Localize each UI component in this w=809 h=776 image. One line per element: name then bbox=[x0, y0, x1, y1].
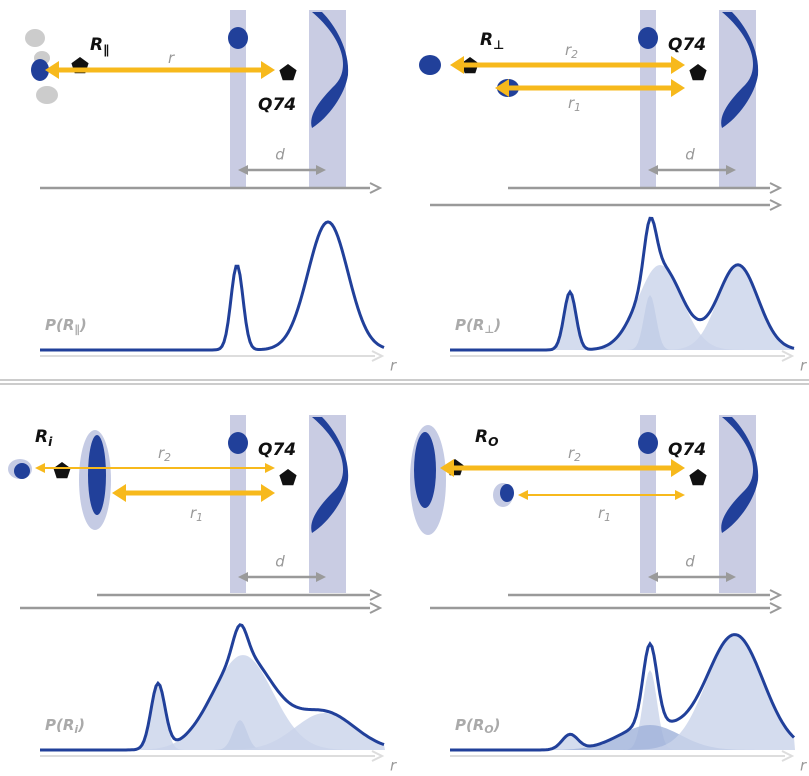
residue-label: Q74 bbox=[668, 35, 706, 55]
spin-name-sub: ⊥ bbox=[493, 38, 504, 52]
spin-name-sub: ∥ bbox=[103, 43, 109, 57]
distance-label-sub: 2 bbox=[164, 451, 171, 464]
r-axis-label: r bbox=[390, 757, 397, 775]
distribution-label-sub: ⊥ bbox=[484, 323, 494, 336]
helix bbox=[638, 27, 658, 49]
d-label: d bbox=[685, 553, 695, 571]
spin-label bbox=[279, 469, 296, 485]
distribution-label-main: P(R bbox=[455, 316, 484, 334]
distribution-label-tail: ) bbox=[77, 716, 85, 734]
distance-arrow-head bbox=[450, 56, 464, 74]
spin-label bbox=[689, 469, 706, 485]
axis-head bbox=[770, 183, 780, 193]
domain bbox=[14, 463, 30, 479]
distance-arrow-head bbox=[35, 463, 45, 473]
distribution-label-tail: ) bbox=[79, 316, 87, 334]
spin-name: RO bbox=[475, 427, 499, 449]
distance-label: r bbox=[168, 49, 175, 67]
distribution-label-sub: O bbox=[484, 723, 493, 736]
domain bbox=[25, 29, 45, 47]
distance-arrow-head bbox=[671, 459, 685, 477]
residue-label: Q74 bbox=[258, 440, 296, 460]
distance-arrow-head bbox=[112, 484, 126, 502]
distance-label: r2 bbox=[568, 444, 581, 465]
axis-head bbox=[770, 200, 780, 210]
spin-name-sub: i bbox=[48, 435, 53, 449]
figure: rR∥Q74drP(R∥)r2r1R⊥Q74drP(R⊥)r2r1RiQ74dr… bbox=[0, 0, 809, 776]
residue-label: Q74 bbox=[258, 95, 296, 115]
helix bbox=[228, 432, 248, 454]
axis-head bbox=[770, 603, 780, 613]
distance-label-sub: 2 bbox=[571, 48, 578, 61]
distribution-label: P(R⊥) bbox=[455, 316, 501, 337]
distance-label-sub: 1 bbox=[604, 511, 611, 524]
spin-name: Ri bbox=[35, 427, 53, 449]
spin-label bbox=[689, 64, 706, 80]
helix bbox=[638, 432, 658, 454]
spin-name: R∥ bbox=[90, 35, 109, 57]
spin-name-main: R bbox=[90, 35, 103, 55]
distribution-label-tail: ) bbox=[493, 716, 501, 734]
spin-name-main: R bbox=[475, 427, 488, 447]
distribution-label: P(RO) bbox=[455, 716, 500, 737]
distribution-label: P(Ri) bbox=[45, 716, 85, 737]
r-axis-label: r bbox=[800, 757, 807, 775]
distance-arrow-head bbox=[675, 490, 685, 500]
axis-head bbox=[370, 590, 380, 600]
distance-label: r1 bbox=[598, 504, 611, 525]
distance-label-main: r bbox=[168, 49, 175, 67]
distance-label: r2 bbox=[158, 444, 171, 465]
distance-label-sub: 1 bbox=[196, 511, 203, 524]
domain bbox=[88, 435, 106, 515]
spin-name: R⊥ bbox=[480, 30, 504, 52]
axis-head bbox=[770, 590, 780, 600]
distance-arrow-head bbox=[671, 79, 685, 97]
distance-label: r1 bbox=[190, 504, 203, 525]
distribution-label: P(R∥) bbox=[45, 316, 87, 337]
distance-arrow-head bbox=[671, 56, 685, 74]
panel: r2r1ROQ74drP(RO) bbox=[410, 415, 807, 775]
distance-arrow-head bbox=[261, 61, 275, 79]
distance-label: r1 bbox=[568, 94, 581, 115]
spin-label bbox=[53, 462, 70, 478]
d-label: d bbox=[275, 146, 285, 164]
distribution-label-tail: ) bbox=[493, 316, 501, 334]
axis-head bbox=[370, 183, 380, 193]
spin-label bbox=[279, 64, 296, 80]
domain bbox=[414, 432, 436, 508]
spin-name-sub: O bbox=[488, 435, 498, 449]
distribution-label-main: P(R bbox=[45, 716, 74, 734]
spin-name-main: R bbox=[480, 30, 493, 50]
distribution-curve bbox=[40, 222, 384, 350]
axis-head bbox=[370, 603, 380, 613]
distance-arrow-head bbox=[518, 490, 528, 500]
d-label: d bbox=[685, 146, 695, 164]
spin-name-main: R bbox=[35, 427, 48, 447]
distance-arrow-head bbox=[265, 463, 275, 473]
domain bbox=[419, 55, 441, 75]
distance-arrow-head bbox=[261, 484, 275, 502]
distance-label-sub: 2 bbox=[574, 451, 581, 464]
residue-label: Q74 bbox=[668, 440, 706, 460]
d-label: d bbox=[275, 553, 285, 571]
distance-label-sub: 1 bbox=[574, 101, 581, 114]
distribution-label-main: P(R bbox=[45, 316, 74, 334]
distribution-label-main: P(R bbox=[455, 716, 484, 734]
domain bbox=[500, 484, 514, 502]
r-axis-label: r bbox=[800, 357, 807, 375]
helix bbox=[228, 27, 248, 49]
r-axis-label: r bbox=[390, 357, 397, 375]
distance-label: r2 bbox=[565, 41, 578, 62]
domain bbox=[36, 86, 58, 104]
